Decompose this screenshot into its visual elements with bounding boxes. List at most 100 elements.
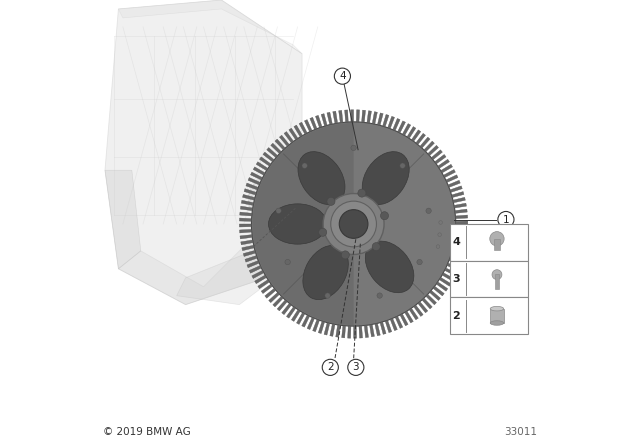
Polygon shape [269, 293, 280, 303]
Polygon shape [316, 115, 322, 128]
Bar [490, 309, 504, 323]
Polygon shape [250, 172, 262, 180]
Polygon shape [362, 110, 365, 122]
Polygon shape [177, 251, 275, 305]
Polygon shape [239, 218, 252, 221]
Polygon shape [429, 290, 440, 301]
Polygon shape [390, 319, 397, 331]
Polygon shape [454, 243, 466, 248]
Polygon shape [353, 326, 356, 338]
Polygon shape [241, 240, 253, 245]
Polygon shape [256, 162, 268, 171]
Ellipse shape [339, 210, 368, 238]
Polygon shape [344, 110, 348, 122]
Polygon shape [418, 302, 428, 313]
Polygon shape [342, 326, 346, 338]
Circle shape [492, 270, 502, 280]
Polygon shape [439, 277, 451, 286]
Polygon shape [245, 255, 257, 262]
Polygon shape [372, 112, 378, 124]
Polygon shape [310, 117, 317, 129]
Polygon shape [318, 321, 324, 333]
Ellipse shape [362, 151, 409, 205]
Polygon shape [444, 169, 456, 177]
Circle shape [377, 293, 382, 298]
Circle shape [260, 187, 285, 212]
Polygon shape [294, 125, 303, 137]
Polygon shape [436, 282, 448, 291]
Polygon shape [305, 120, 312, 132]
Polygon shape [339, 110, 343, 123]
Circle shape [261, 181, 267, 186]
Polygon shape [321, 114, 327, 126]
Circle shape [334, 68, 351, 84]
Polygon shape [291, 310, 300, 321]
Polygon shape [422, 298, 432, 309]
Ellipse shape [323, 194, 384, 254]
Circle shape [380, 212, 388, 220]
Polygon shape [248, 177, 260, 185]
Polygon shape [385, 320, 392, 333]
Polygon shape [348, 326, 351, 338]
Polygon shape [441, 164, 452, 173]
Circle shape [322, 359, 339, 375]
Circle shape [286, 188, 291, 193]
Polygon shape [412, 130, 420, 142]
Circle shape [490, 232, 504, 246]
Polygon shape [445, 268, 457, 276]
Polygon shape [327, 112, 332, 125]
Polygon shape [409, 308, 419, 320]
Polygon shape [105, 170, 141, 269]
Polygon shape [456, 227, 468, 230]
Polygon shape [367, 111, 371, 123]
Polygon shape [378, 113, 383, 125]
Polygon shape [296, 312, 305, 324]
Text: © 2019 BMW AG: © 2019 BMW AG [102, 427, 191, 437]
Polygon shape [388, 116, 394, 129]
Polygon shape [407, 127, 416, 138]
Polygon shape [438, 159, 449, 168]
Circle shape [285, 259, 291, 265]
Polygon shape [282, 303, 291, 314]
Polygon shape [289, 128, 298, 140]
Polygon shape [255, 275, 266, 284]
Polygon shape [241, 206, 253, 211]
Polygon shape [450, 186, 462, 193]
Circle shape [358, 189, 366, 197]
Text: 33011: 33011 [504, 427, 538, 437]
Polygon shape [446, 175, 458, 182]
Polygon shape [301, 315, 310, 327]
Polygon shape [454, 237, 467, 242]
Polygon shape [265, 288, 276, 298]
Polygon shape [400, 314, 408, 326]
Polygon shape [416, 134, 426, 145]
Text: 3: 3 [353, 362, 359, 372]
Polygon shape [442, 273, 454, 281]
Circle shape [341, 251, 349, 259]
Polygon shape [284, 132, 294, 143]
Polygon shape [118, 0, 302, 54]
Circle shape [279, 212, 285, 218]
Polygon shape [351, 110, 353, 122]
Text: 3: 3 [452, 274, 460, 284]
Circle shape [436, 245, 440, 248]
Text: 2: 2 [452, 311, 460, 321]
Polygon shape [273, 296, 284, 307]
Polygon shape [249, 266, 261, 273]
Polygon shape [259, 157, 271, 166]
Polygon shape [420, 137, 430, 148]
Ellipse shape [252, 122, 456, 326]
Bar [450, 261, 528, 297]
Circle shape [302, 163, 307, 168]
Circle shape [439, 221, 442, 224]
Ellipse shape [268, 204, 326, 244]
Polygon shape [433, 286, 444, 296]
Polygon shape [431, 150, 442, 160]
Circle shape [327, 198, 335, 206]
Polygon shape [453, 197, 465, 203]
Polygon shape [275, 139, 285, 150]
Polygon shape [299, 122, 307, 134]
Polygon shape [424, 141, 435, 152]
Ellipse shape [298, 151, 345, 205]
Circle shape [426, 208, 431, 213]
